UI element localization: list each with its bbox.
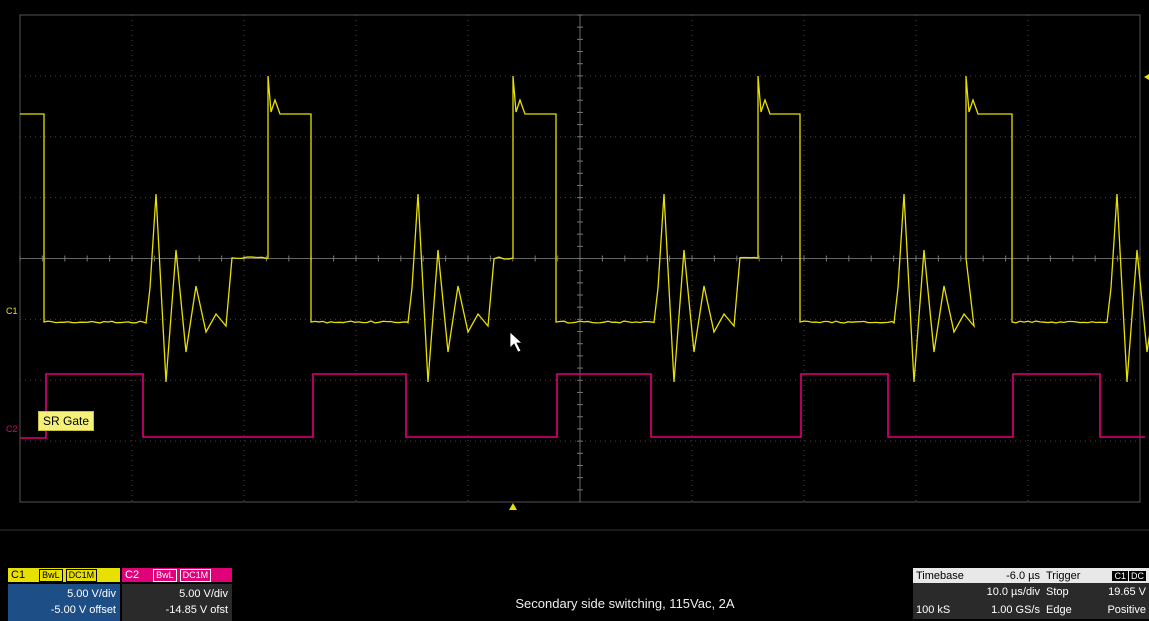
trigger-title: Trigger [1046, 570, 1080, 582]
waveform-display [0, 0, 1149, 560]
graticule [0, 15, 1149, 530]
scope-screen: C1 C2 SR Gate [0, 0, 1149, 560]
ch2-vdiv: 5.00 V/div [122, 586, 228, 602]
trigger-position-marker[interactable] [509, 503, 517, 510]
timebase-title: Timebase [916, 570, 964, 582]
waveform-caption: Secondary side switching, 115Vac, 2A [430, 596, 820, 611]
ch1-coupling-badge: DC1M [66, 569, 98, 582]
trigger-descriptor[interactable]: Trigger C1 DC Stop 19.65 V Edge Positive [1043, 568, 1149, 621]
trigger-type: Edge [1046, 604, 1072, 616]
ch2-name: C2 [125, 569, 139, 581]
ch1-ground-marker: C1 [6, 306, 18, 316]
trigger-level-marker[interactable] [1144, 74, 1149, 80]
timebase-rate: 1.00 GS/s [991, 604, 1040, 616]
trigger-mode: Stop [1046, 586, 1069, 598]
ch1-offset: -5.00 V offset [8, 602, 116, 618]
ch2-descriptor[interactable]: C2 BwL DC1M 5.00 V/div -14.85 V ofst [122, 568, 232, 621]
ch2-waveform [20, 374, 1145, 438]
timebase-tdiv: 10.0 µs/div [987, 586, 1040, 598]
ch1-descriptor[interactable]: C1 BwL DC1M 5.00 V/div -5.00 V offset [8, 568, 120, 621]
status-bar: C1 BwL DC1M 5.00 V/div -5.00 V offset C2… [0, 568, 1149, 621]
timebase-samples: 100 kS [916, 604, 950, 616]
timebase-delay: -6.0 µs [1006, 570, 1040, 582]
sr-gate-label[interactable]: SR Gate [38, 411, 94, 431]
trigger-source-badge: C1 [1112, 571, 1128, 581]
trigger-coupling-badge: DC [1129, 571, 1146, 581]
ch1-bwl-badge: BwL [39, 569, 63, 582]
mouse-cursor-icon [510, 332, 522, 352]
timebase-descriptor[interactable]: Timebase -6.0 µs 10.0 µs/div 100 kS 1.00… [913, 568, 1043, 621]
ch2-offset: -14.85 V ofst [122, 602, 228, 618]
trigger-level: 19.65 V [1108, 586, 1146, 598]
ch2-ground-marker: C2 [6, 424, 18, 434]
ch2-coupling-badge: DC1M [180, 569, 212, 582]
ch1-name: C1 [11, 569, 25, 581]
ch1-waveform [20, 76, 1149, 382]
ch1-vdiv: 5.00 V/div [8, 586, 116, 602]
ch2-bwl-badge: BwL [153, 569, 177, 582]
trigger-slope: Positive [1107, 604, 1146, 616]
